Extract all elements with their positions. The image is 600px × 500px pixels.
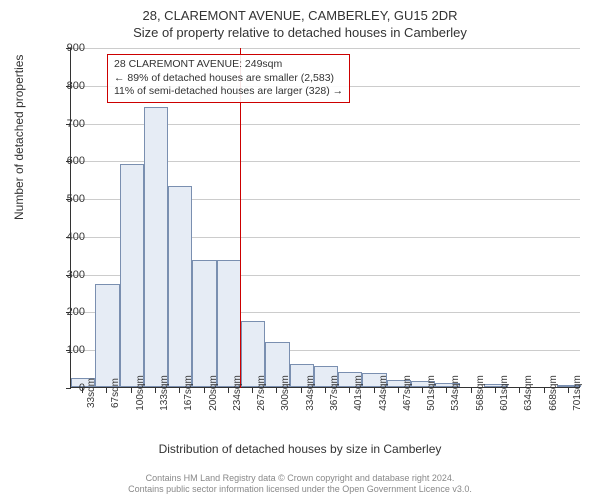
title-sub: Size of property relative to detached ho… [0,23,600,40]
xtick-mark [349,388,350,393]
xtick-label: 434sqm [378,375,389,411]
xtick-mark [276,388,277,393]
xtick-label: 300sqm [280,375,291,411]
ytick-label: 500 [45,193,85,205]
xtick-mark [325,388,326,393]
xtick-label: 601sqm [499,375,510,411]
xtick-mark [568,388,569,393]
xtick-mark [495,388,496,393]
annotation-line2: ← 89% of detached houses are smaller (2,… [114,72,343,86]
xtick-label: 501sqm [426,375,437,411]
y-axis-label: Number of detached properties [12,55,26,220]
xtick-mark [252,388,253,393]
xtick-mark [179,388,180,393]
xtick-label: 267sqm [256,375,267,411]
xtick-label: 467sqm [402,375,413,411]
xtick-mark [131,388,132,393]
xtick-mark [422,388,423,393]
ytick-label: 0 [45,382,85,394]
xtick-mark [471,388,472,393]
ytick-label: 600 [45,155,85,167]
xtick-label: 334sqm [305,375,316,411]
xtick-mark [374,388,375,393]
xtick-label: 367sqm [329,375,340,411]
xtick-label: 200sqm [208,375,219,411]
xtick-label: 401sqm [353,375,364,411]
ytick-label: 300 [45,269,85,281]
ytick-label: 900 [45,42,85,54]
bar [168,186,192,387]
xtick-label: 234sqm [232,375,243,411]
gridline [71,48,580,49]
xtick-label: 668sqm [548,375,559,411]
footer-line2: Contains public sector information licen… [0,484,600,496]
xtick-label: 534sqm [450,375,461,411]
xtick-mark [228,388,229,393]
xtick-label: 568sqm [475,375,486,411]
x-axis-label: Distribution of detached houses by size … [0,442,600,456]
plot: 28 CLAREMONT AVENUE: 249sqm← 89% of deta… [70,48,580,388]
xtick-label: 701sqm [572,375,583,411]
ytick-label: 800 [45,80,85,92]
xtick-label: 100sqm [135,375,146,411]
bar [95,284,119,387]
footer-line1: Contains HM Land Registry data © Crown c… [0,473,600,485]
xtick-label: 133sqm [159,375,170,411]
bar [120,164,144,387]
annotation-line3: 11% of semi-detached houses are larger (… [114,85,343,99]
xtick-mark [301,388,302,393]
bar [217,260,241,387]
xtick-label: 634sqm [523,375,534,411]
xtick-mark [544,388,545,393]
title-main: 28, CLAREMONT AVENUE, CAMBERLEY, GU15 2D… [0,0,600,23]
annotation-line1: 28 CLAREMONT AVENUE: 249sqm [114,58,343,72]
ytick-label: 200 [45,306,85,318]
xtick-label: 67sqm [110,378,121,408]
bar [144,107,168,387]
annotation-box: 28 CLAREMONT AVENUE: 249sqm← 89% of deta… [107,54,350,103]
xtick-mark [204,388,205,393]
xtick-label: 33sqm [86,378,97,408]
xtick-mark [106,388,107,393]
ytick-label: 400 [45,231,85,243]
xtick-mark [446,388,447,393]
chart-area: 28 CLAREMONT AVENUE: 249sqm← 89% of deta… [70,48,580,418]
xtick-label: 167sqm [183,375,194,411]
footer: Contains HM Land Registry data © Crown c… [0,473,600,496]
xtick-mark [155,388,156,393]
xtick-mark [519,388,520,393]
ytick-label: 700 [45,118,85,130]
bar [192,260,216,387]
xtick-mark [398,388,399,393]
ytick-label: 100 [45,344,85,356]
